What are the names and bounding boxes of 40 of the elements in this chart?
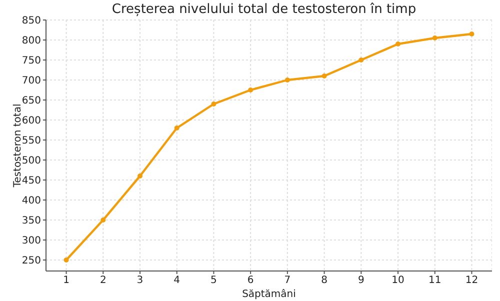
point xyxy=(64,258,69,262)
y-tick-label: 800 xyxy=(22,36,41,47)
x-tick-label: 9 xyxy=(358,275,364,286)
point xyxy=(432,36,438,40)
y-tick-label: 850 xyxy=(22,16,41,27)
point xyxy=(211,102,216,106)
point xyxy=(322,74,327,78)
y-axis-title: Testosteron total xyxy=(12,104,24,190)
point xyxy=(358,58,364,62)
y-tick-label: 700 xyxy=(22,76,41,87)
y-tick-label: 600 xyxy=(22,116,41,127)
y-tick-label: 400 xyxy=(22,196,41,207)
point xyxy=(137,174,142,178)
y-tick-label: 250 xyxy=(22,256,41,267)
x-tick-label: 4 xyxy=(174,275,180,286)
x-tick-label: 8 xyxy=(321,275,328,286)
x-axis-title: Săptămâni xyxy=(242,289,296,300)
x-tick-label: 11 xyxy=(428,275,442,286)
chart-title: Creșterea nivelului total de testosteron în timp xyxy=(110,2,418,17)
point xyxy=(248,88,254,92)
x-tick-label: 2 xyxy=(100,275,106,286)
point xyxy=(174,126,180,130)
point xyxy=(284,78,290,82)
x-tick-label: 12 xyxy=(465,275,478,286)
y-tick-label: 500 xyxy=(22,156,41,167)
x-tick-label: 10 xyxy=(392,275,404,286)
y-tick-label: 750 xyxy=(22,56,41,67)
x-tick-label: 7 xyxy=(284,275,291,286)
point xyxy=(100,218,106,222)
x-tick-label: 5 xyxy=(210,275,217,286)
x-tick-label: 1 xyxy=(63,275,70,286)
x-tick-label: 6 xyxy=(247,275,254,286)
point xyxy=(469,32,474,36)
y-tick-label: 300 xyxy=(22,236,41,247)
x-tick-label: 3 xyxy=(136,275,144,286)
y-tick-label: 350 xyxy=(22,216,41,227)
y-tick-label: 450 xyxy=(22,176,41,187)
y-tick-label: 650 xyxy=(22,96,41,107)
y-tick-label: 550 xyxy=(22,136,41,147)
point xyxy=(396,42,401,46)
